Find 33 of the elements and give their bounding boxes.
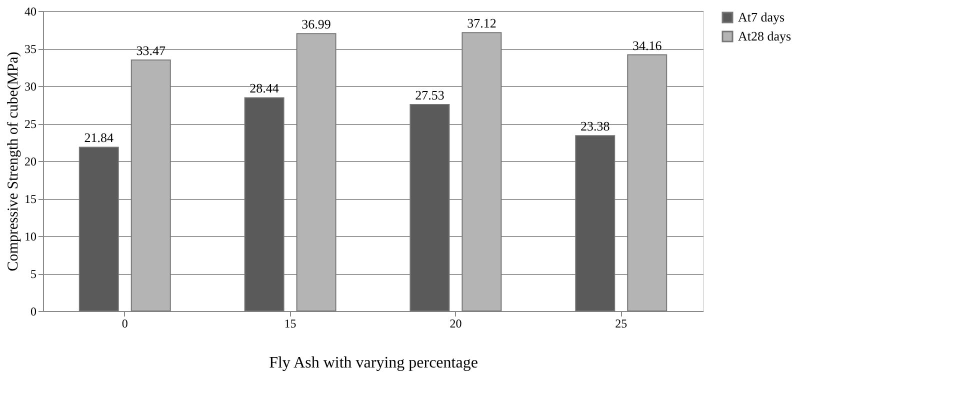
data-label: 33.47	[136, 42, 166, 58]
x-axis-title: Fly Ash with varying percentage	[269, 354, 478, 372]
y-tick-label: 35	[24, 42, 36, 56]
legend-label: At7 days	[738, 10, 785, 24]
y-tick-label: 25	[24, 117, 36, 131]
bar	[296, 33, 336, 312]
y-tick-label: 15	[24, 192, 36, 206]
data-label: 36.99	[302, 16, 331, 32]
x-tick-label: 0	[122, 316, 128, 330]
y-tick-label: 0	[30, 304, 36, 318]
y-tick-label: 40	[24, 4, 36, 18]
data-label: 37.12	[467, 16, 496, 31]
bar	[244, 97, 284, 312]
y-tick-label: 30	[24, 80, 36, 94]
data-label: 28.44	[250, 80, 280, 96]
y-tick-label: 5	[30, 267, 36, 281]
x-tick-label: 15	[284, 316, 296, 330]
legend-label: At28 days	[738, 28, 792, 44]
bar	[410, 104, 450, 312]
y-axis-title: Compressive Strength of cube(MPa)	[6, 52, 22, 272]
data-label: 21.84	[84, 130, 114, 146]
data-label: 34.16	[632, 38, 662, 53]
x-tick-label: 20	[450, 316, 462, 330]
y-tick-label: 20	[24, 154, 36, 168]
data-label: 27.53	[415, 88, 444, 103]
bar	[575, 135, 616, 312]
bar	[130, 59, 171, 312]
bar	[627, 54, 668, 312]
y-tick-label: 10	[24, 230, 36, 244]
bar	[462, 32, 502, 312]
bar	[78, 146, 119, 312]
data-label: 23.38	[580, 118, 610, 134]
x-tick-label: 25	[615, 316, 628, 330]
